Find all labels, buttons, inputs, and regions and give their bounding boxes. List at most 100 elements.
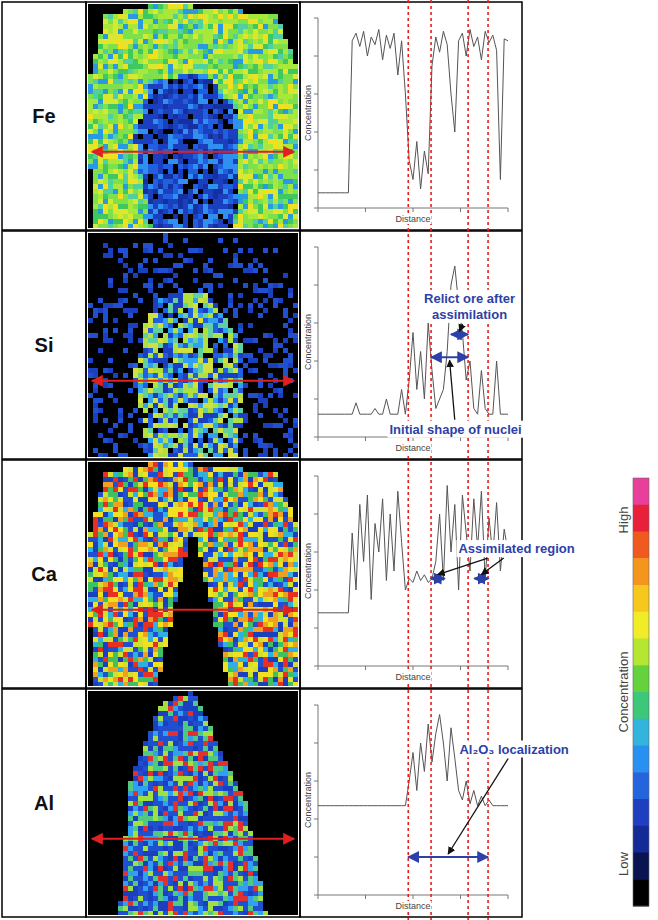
map-background xyxy=(88,4,298,228)
y-axis-title: Concentration xyxy=(303,772,313,828)
y-axis-title: Concentration xyxy=(303,314,313,370)
colorbar-swatch xyxy=(633,532,649,559)
y-tick xyxy=(314,705,318,706)
y-axis xyxy=(318,18,319,208)
annotation-line: assimilation xyxy=(432,307,507,322)
boundary-line xyxy=(407,0,409,920)
boundary-line xyxy=(430,0,432,920)
map-texture xyxy=(88,462,298,686)
text-patch xyxy=(422,290,517,323)
text-patch xyxy=(394,672,431,682)
y-tick xyxy=(314,437,318,438)
colorbar-swatch xyxy=(633,853,649,880)
y-tick xyxy=(314,170,318,171)
annotation-text: Al₂O₃ localization xyxy=(459,742,568,757)
colorbar-swatch xyxy=(633,879,649,906)
text-patch xyxy=(457,741,570,758)
pointer-arrow xyxy=(438,558,488,575)
y-axis xyxy=(318,705,319,895)
colorbar-swatch xyxy=(633,826,649,853)
map-frame xyxy=(86,231,300,459)
colorbar-swatch xyxy=(633,799,649,826)
text-patch xyxy=(394,214,431,224)
map-texture xyxy=(88,4,298,228)
point-marker xyxy=(431,578,445,580)
x-tick xyxy=(508,208,509,212)
y-tick xyxy=(314,476,318,477)
plot-area xyxy=(318,715,508,806)
plot-area xyxy=(318,266,508,414)
map-background xyxy=(88,691,298,915)
colorbar-swatch xyxy=(633,746,649,773)
x-axis-title-group: Distance xyxy=(394,672,431,682)
map-texture xyxy=(123,691,258,915)
y-tick xyxy=(314,94,318,95)
scan-line-arrow xyxy=(92,838,294,840)
map-texture xyxy=(88,462,298,686)
element-label: Al xyxy=(34,792,54,814)
y-tick xyxy=(314,628,318,629)
annotation-text: Relict ore afterassimilation xyxy=(424,291,515,322)
map-texture xyxy=(88,462,298,686)
map-texture xyxy=(88,4,298,228)
pointer-arrow xyxy=(448,759,508,855)
figure: FeSiCaAlConcentrationDistanceConcentrati… xyxy=(0,0,658,920)
profile-line xyxy=(318,266,508,414)
colorbar-swatch xyxy=(633,692,649,719)
x-axis-title-group: Distance xyxy=(394,443,431,453)
map-texture xyxy=(88,4,298,228)
x-tick xyxy=(365,666,366,670)
element-label: Ca xyxy=(31,563,57,585)
boundary-line xyxy=(487,0,489,920)
label-frame xyxy=(2,231,86,459)
colorbar-swatch xyxy=(633,772,649,799)
map-frame xyxy=(86,689,300,917)
scan-line-arrow xyxy=(92,609,294,611)
x-axis-title: Distance xyxy=(395,443,430,453)
x-tick xyxy=(460,666,461,670)
x-tick xyxy=(365,208,366,212)
colorbar-label: High xyxy=(616,507,631,534)
y-tick xyxy=(314,590,318,591)
map-texture xyxy=(88,462,298,686)
annotation-line: Assimilated region xyxy=(458,541,574,556)
map-frame xyxy=(86,460,300,688)
x-tick xyxy=(318,437,319,441)
colorbar-swatch xyxy=(633,585,649,612)
y-tick xyxy=(314,552,318,553)
map-texture xyxy=(88,233,298,457)
x-tick xyxy=(365,437,366,441)
x-tick xyxy=(318,666,319,670)
x-tick xyxy=(460,895,461,899)
y-tick xyxy=(314,208,318,209)
map-texture xyxy=(133,293,243,457)
x-tick xyxy=(365,895,366,899)
x-axis-title: Distance xyxy=(395,214,430,224)
annotation: Assimilated region xyxy=(456,540,576,557)
scan-line-arrow xyxy=(92,151,294,153)
map-texture xyxy=(88,467,298,686)
y-tick xyxy=(314,819,318,820)
x-axis-title: Distance xyxy=(395,901,430,911)
y-tick xyxy=(314,666,318,667)
profile-line xyxy=(318,715,508,806)
x-tick xyxy=(413,895,414,899)
label-frame xyxy=(2,2,86,230)
y-tick xyxy=(314,132,318,133)
map-texture xyxy=(93,4,298,228)
point-marker xyxy=(474,578,488,580)
colorbar-swatch xyxy=(633,719,649,746)
label-frame xyxy=(2,689,86,917)
text-patch xyxy=(456,540,576,557)
annotation: Initial shape of nuclei xyxy=(387,421,523,438)
pointer-arrow xyxy=(481,558,503,575)
x-axis-title-group: Distance xyxy=(394,901,431,911)
y-tick xyxy=(314,323,318,324)
map-texture xyxy=(88,462,298,686)
element-label: Si xyxy=(35,334,54,356)
y-tick xyxy=(314,247,318,248)
span-arrow xyxy=(431,356,468,358)
x-tick xyxy=(318,208,319,212)
map-texture xyxy=(138,293,243,457)
span-arrow xyxy=(451,333,468,335)
